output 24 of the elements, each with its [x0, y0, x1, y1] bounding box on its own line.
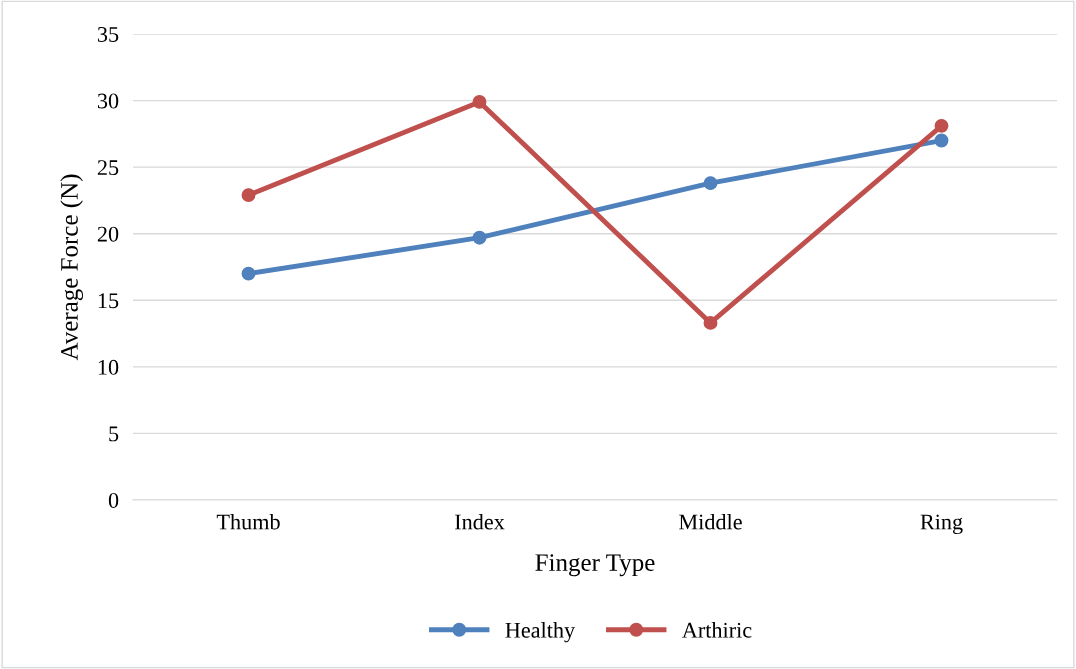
point — [934, 118, 949, 133]
y-tick-label: 30 — [97, 93, 119, 109]
x-tick-label: Ring — [920, 514, 963, 535]
y-tick-label: 15 — [98, 293, 119, 309]
point — [472, 94, 487, 109]
point — [703, 315, 718, 330]
point — [934, 133, 949, 148]
legend-label: Arthiric — [682, 622, 752, 638]
x-tick-label: Middle — [679, 513, 742, 530]
x-tick-label: Index — [455, 513, 505, 530]
y-tick-label: 5 — [109, 426, 119, 442]
y-tick-label: 25 — [97, 160, 119, 176]
x-tick-label: Thumb — [216, 513, 280, 530]
y-tick-label: 35 — [97, 26, 119, 42]
y-axis-title: Average Force (N) — [60, 174, 83, 361]
point — [703, 176, 718, 191]
y-tick-label: 10 — [98, 359, 119, 375]
x-axis-title: Finger Type — [535, 554, 655, 577]
point — [241, 188, 256, 203]
y-tick-label: 0 — [108, 492, 119, 508]
y-tick-label: 20 — [97, 226, 119, 242]
legend-label: Healthy — [505, 622, 576, 643]
point — [472, 230, 487, 245]
point — [241, 266, 256, 281]
